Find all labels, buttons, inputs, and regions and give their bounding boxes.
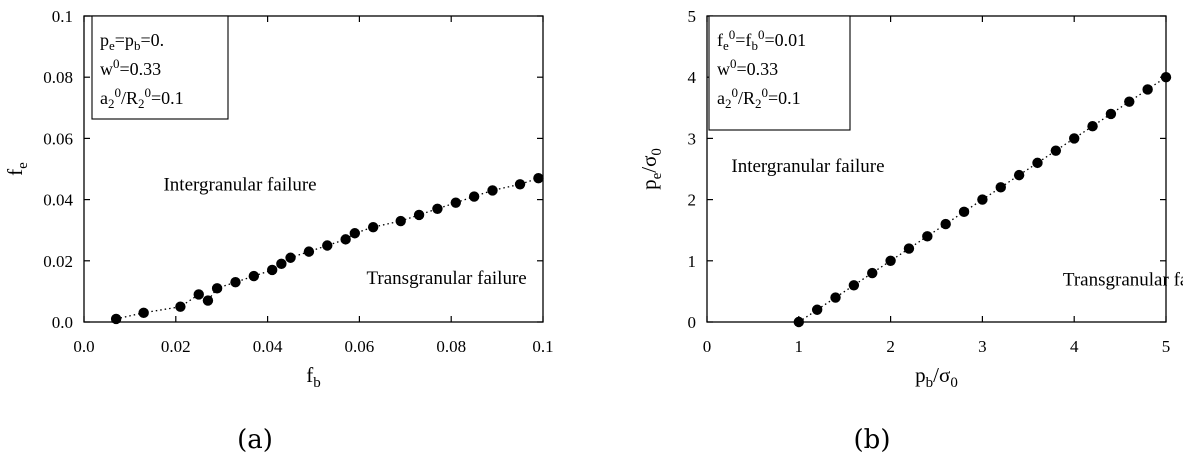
y-tick-label: 1 [688,252,697,271]
y-tick-label: 3 [688,129,697,148]
data-point [367,221,379,233]
data-point [977,194,988,205]
x-axis-label: pb/σ0 [915,363,958,391]
data-point [885,255,896,266]
y-tick-label: 0.0 [52,313,73,332]
plot-frame [706,15,1167,323]
y-tick-label: 0.08 [43,68,73,87]
y-tick-label: 5 [688,7,697,26]
panel-caption: (a) [237,425,273,455]
data-point [1087,120,1098,132]
x-tick-label: 0.06 [345,337,375,356]
y-axis-label: pe/σ0 [637,148,665,190]
data-point [830,292,841,303]
plot-frame [83,15,544,323]
x-tick-label: 1 [795,337,804,356]
data-point [110,313,122,325]
legend-line: a20/R20=0.1 [100,85,184,111]
data-point [793,316,804,328]
data-point [867,267,878,279]
data-point [349,228,361,239]
x-axis-label: fb [306,363,321,391]
x-tick-label: 3 [978,337,987,356]
legend-line: a20/R20=0.1 [717,85,801,111]
legend-box: pe=pb=0. w0=0.33 a20/R20=0.1 [91,15,229,120]
data-point [1142,84,1153,95]
x-tick-label: 0.08 [436,337,466,356]
data-point [903,243,915,254]
legend-line: w0=0.33 [717,56,778,79]
data-point [848,280,860,291]
data-point [514,179,526,190]
region-annotation: Transgranular failure [366,268,526,289]
data-point [230,277,241,288]
data-point [1069,133,1080,144]
data-point [1160,72,1172,83]
chart-panel-a: 0.0 0.02 0.04 0.06 0.08 0.1 0.0 0.02 0.04 0.06 0.0… [3,7,554,455]
y-tick-label: 0 [688,313,697,332]
data-point [248,270,260,282]
chart-panel-b: 0 1 2 3 4 5 0 1 2 3 4 5 Intergranular failure Transgr… [637,7,1183,455]
data-point [1105,108,1117,120]
x-tick-label: 2 [886,337,895,356]
region-annotation: Intergranular failure [163,174,316,195]
y-tick-label: 0.1 [52,7,73,26]
x-tick-label: 0.02 [161,337,191,356]
data-point [533,172,544,184]
data-point [175,301,186,312]
data-point [995,182,1006,193]
x-tick-label: 5 [1162,337,1171,356]
legend-line: w0=0.33 [100,56,161,79]
data-point [1124,96,1135,107]
data-point [303,246,315,257]
y-tick-label: 0.06 [43,129,73,148]
data-point [450,197,461,208]
y-axis-label: fe [3,162,31,176]
data-point [322,240,333,251]
data-point [202,295,214,306]
data-point [211,283,223,294]
data-point [922,231,933,242]
data-point [958,206,970,218]
y-tick-label: 0.02 [43,252,73,271]
y-tick-label: 2 [688,191,697,210]
data-point [468,191,480,202]
legend-frame [91,15,229,120]
data-point [811,304,823,315]
y-tick-label: 0.04 [43,191,73,210]
data-point [138,307,149,319]
data-point [1032,157,1043,169]
data-point [285,252,296,263]
data-point [1013,169,1025,181]
data-point [487,185,498,196]
y-tick-label: 4 [688,68,697,87]
x-tick-label: 0.04 [253,337,283,356]
panel-caption: (b) [854,425,891,455]
data-point [413,209,425,221]
region-annotation: Transgranular failure [1063,269,1183,290]
legend-line: fe0=fb0=0.01 [717,27,806,53]
legend-frame [708,15,851,131]
data-point [266,264,278,276]
data-point [395,215,406,227]
legend-box: fe0=fb0=0.01 w0=0.33 a20/R20=0.1 [708,15,851,131]
x-tick-label: 0 [703,337,712,356]
x-tick-label: 0.1 [532,337,553,356]
data-point [940,218,951,230]
data-point [1050,145,1062,156]
x-tick-label: 4 [1070,337,1079,356]
region-annotation: Intergranular failure [731,156,884,177]
data-point [193,289,204,300]
data-point [340,234,351,245]
x-tick-label: 0.0 [73,337,94,356]
legend-line: pe=pb=0. [100,30,164,53]
data-point [432,203,443,214]
data-point [276,258,287,270]
